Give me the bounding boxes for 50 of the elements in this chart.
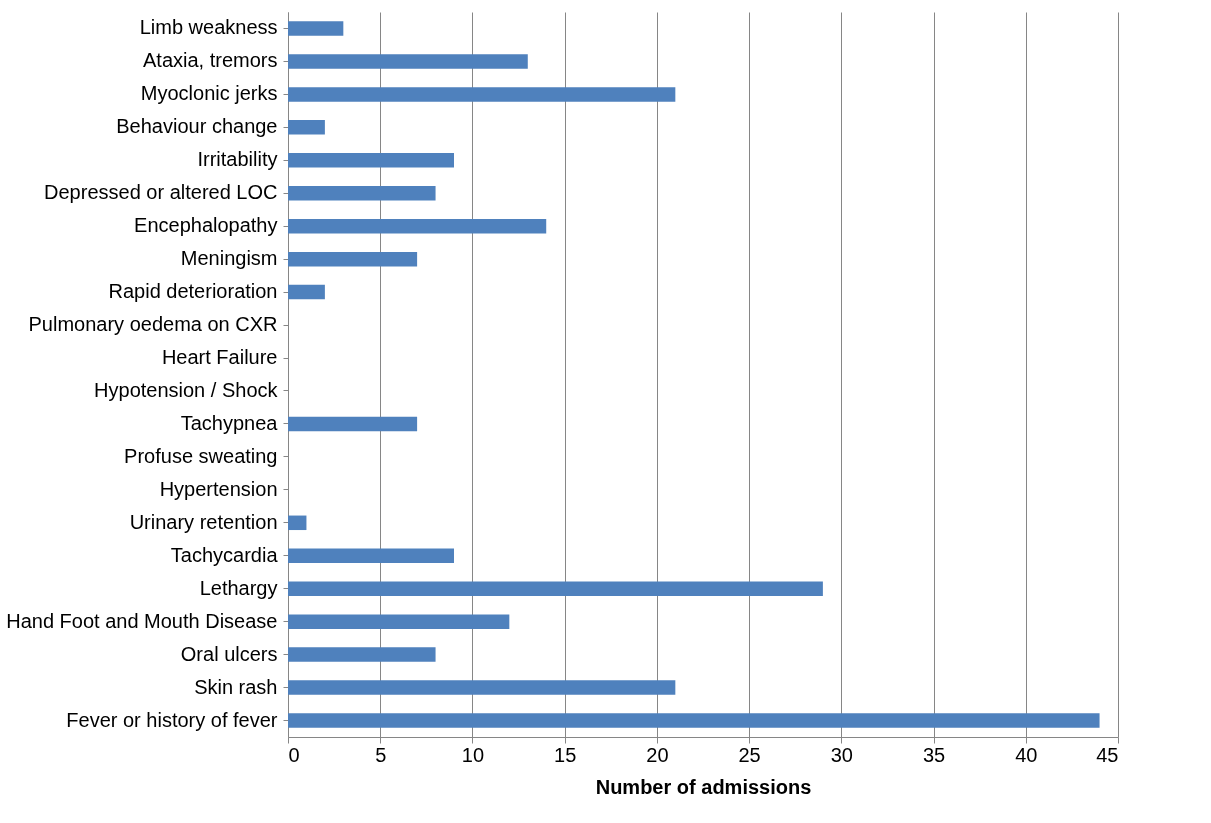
y-tick-label: Heart Failure [161, 346, 278, 369]
bar [288, 680, 676, 695]
bar [288, 284, 325, 300]
y-tick-label: Limb weakness [139, 16, 278, 39]
bar [288, 416, 418, 432]
y-tick-label: Oral ulcers [180, 642, 278, 665]
y-tick-label: Skin rash [194, 675, 278, 698]
y-tick-label: Encephalopathy [134, 214, 278, 237]
y-tick-label: Hypotension / Shock [94, 378, 279, 401]
bar [288, 218, 547, 234]
y-tick-label: Irritability [197, 148, 278, 171]
bar [288, 120, 325, 135]
y-tick-label: Meningism [180, 247, 278, 270]
y-tick-label: Behaviour change [116, 115, 278, 138]
bar [288, 153, 454, 168]
y-tick-label: Tachypnea [180, 411, 279, 434]
y-tick-label: Lethargy [199, 576, 278, 599]
x-tick-label: 25 [738, 743, 761, 766]
x-tick-label: 0 [288, 743, 300, 766]
x-tick-label: 35 [922, 743, 946, 766]
y-tick-label: Urinary retention [129, 510, 278, 533]
y-tick-label: Depressed or altered LOC [44, 181, 278, 204]
bar [288, 186, 436, 201]
x-tick-label: 5 [375, 743, 387, 766]
bar [288, 548, 454, 563]
x-tick-label: 20 [646, 743, 669, 766]
x-tick-label: 45 [1096, 743, 1119, 766]
bar [288, 581, 823, 596]
y-tick-label: Ataxia, tremors [143, 49, 278, 72]
y-tick-label: Pulmonary oedema on CXR [28, 313, 278, 336]
y-tick-label: Rapid deterioration [108, 280, 278, 303]
bar [288, 21, 344, 36]
x-tick-label: 40 [1015, 743, 1038, 766]
y-tick-label: Tachycardia [170, 543, 279, 566]
x-tick-label: 10 [461, 743, 485, 766]
x-tick-label: 15 [554, 743, 577, 766]
x-axis-title: Number of admissions [595, 775, 812, 798]
y-tick-label: Fever or history of fever [66, 708, 278, 731]
y-tick-label: Myoclonic jerks [140, 82, 278, 105]
bar [288, 713, 1100, 728]
bar [288, 614, 510, 629]
bar [288, 54, 528, 69]
y-tick-label: Hypertension [159, 477, 278, 500]
y-tick-label: Profuse sweating [124, 444, 278, 467]
bar [288, 251, 418, 267]
y-tick-label: Hand Foot and Mouth Disease [6, 609, 278, 632]
bar [288, 647, 436, 662]
x-tick-label: 30 [830, 743, 853, 766]
bar [288, 87, 676, 102]
bar [288, 515, 307, 531]
